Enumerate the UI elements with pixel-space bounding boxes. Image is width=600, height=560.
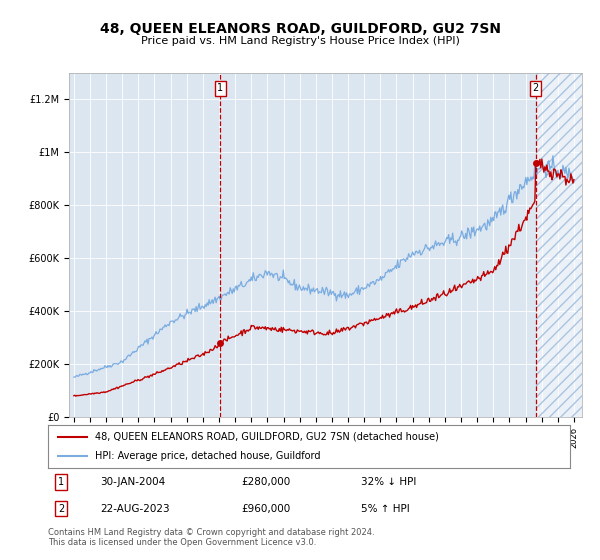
Text: Contains HM Land Registry data © Crown copyright and database right 2024.
This d: Contains HM Land Registry data © Crown c…: [48, 528, 374, 547]
Text: 32% ↓ HPI: 32% ↓ HPI: [361, 477, 416, 487]
Text: 1: 1: [58, 477, 64, 487]
Text: 2: 2: [533, 83, 539, 93]
Text: 48, QUEEN ELEANORS ROAD, GUILDFORD, GU2 7SN (detached house): 48, QUEEN ELEANORS ROAD, GUILDFORD, GU2 …: [95, 432, 439, 441]
Text: 2: 2: [58, 503, 64, 514]
Text: £960,000: £960,000: [241, 503, 290, 514]
Text: 5% ↑ HPI: 5% ↑ HPI: [361, 503, 410, 514]
Text: 30-JAN-2004: 30-JAN-2004: [100, 477, 166, 487]
Text: HPI: Average price, detached house, Guildford: HPI: Average price, detached house, Guil…: [95, 451, 320, 461]
Point: [531, 158, 541, 167]
Bar: [536, 73, 598, 417]
Point: [215, 339, 225, 348]
Bar: [536, 73, 598, 417]
Text: 48, QUEEN ELEANORS ROAD, GUILDFORD, GU2 7SN: 48, QUEEN ELEANORS ROAD, GUILDFORD, GU2 …: [100, 22, 500, 36]
Text: £280,000: £280,000: [241, 477, 290, 487]
Text: 1: 1: [217, 83, 223, 93]
Text: 22-AUG-2023: 22-AUG-2023: [100, 503, 170, 514]
Text: Price paid vs. HM Land Registry's House Price Index (HPI): Price paid vs. HM Land Registry's House …: [140, 36, 460, 46]
